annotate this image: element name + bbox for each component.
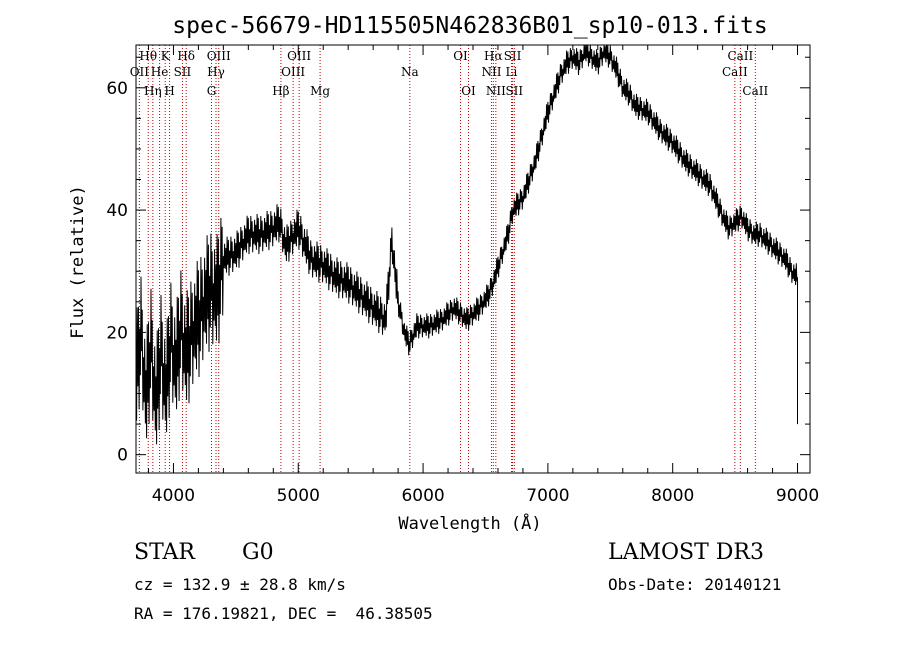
line-label: CaII xyxy=(722,65,748,79)
line-label: K xyxy=(161,49,171,63)
line-label: OIII xyxy=(287,49,311,63)
line-label: Hδ xyxy=(177,49,195,63)
line-label: NII xyxy=(486,84,506,98)
y-tick-label: 40 xyxy=(106,201,128,221)
x-tick-label: 9000 xyxy=(776,486,819,506)
chart-title: spec-56679-HD115505N462836B01_sp10-013.f… xyxy=(172,13,767,39)
line-label: G xyxy=(207,84,217,98)
x-tick-label: 4000 xyxy=(152,486,195,506)
line-label: He xyxy=(151,65,169,79)
y-tick-label: 0 xyxy=(117,446,128,466)
x-axis-label: Wavelength (Å) xyxy=(398,512,541,534)
obs-date: Obs-Date: 20140121 xyxy=(608,575,782,594)
x-tick-label: 6000 xyxy=(401,486,444,506)
line-label: SII xyxy=(505,84,523,98)
line-label: CaII xyxy=(727,49,753,63)
survey-name: LAMOST DR3 xyxy=(608,540,764,565)
line-label: SII xyxy=(504,49,522,63)
line-label: Hγ xyxy=(207,65,225,79)
line-label: NII xyxy=(481,65,501,79)
flux-series-line xyxy=(135,44,798,445)
y-tick-label: 60 xyxy=(106,79,128,99)
line-label: OIII xyxy=(207,49,231,63)
line-label: Hα xyxy=(484,49,503,63)
axis-ticks: 4000 5000 6000 7000 8000 9000 0 20 40 60 xyxy=(106,45,819,506)
redshift-text: cz = 132.9 ± 28.8 km/s xyxy=(134,575,346,594)
x-tick-label: 8000 xyxy=(651,486,694,506)
line-label: Li xyxy=(506,65,518,79)
line-label: Na xyxy=(401,65,419,79)
line-label: OII xyxy=(130,65,150,79)
line-label: Hη xyxy=(144,84,162,98)
object-subclass: G0 xyxy=(242,540,274,565)
series-layer xyxy=(135,44,798,445)
line-label: SII xyxy=(174,65,192,79)
line-label: CaII xyxy=(742,84,768,98)
y-tick-label: 20 xyxy=(106,323,128,343)
y-axis-label: Flux (relative) xyxy=(68,185,88,339)
spectral-line-markers: HθOIIHηHeKHSIIHδHγGOIIIHβOIIIOIIIMgNaOIO… xyxy=(130,45,768,473)
line-label: Hβ xyxy=(272,84,289,98)
line-label: Mg xyxy=(310,84,330,98)
line-label: Hθ xyxy=(139,49,157,63)
line-label: OIII xyxy=(281,65,305,79)
x-tick-label: 7000 xyxy=(526,486,569,506)
x-tick-label: 5000 xyxy=(277,486,320,506)
coordinates-text: RA = 176.19821, DEC = 46.38505 xyxy=(134,604,433,623)
line-label: OI xyxy=(461,84,476,98)
object-class: STAR xyxy=(134,540,195,565)
line-label: OI xyxy=(453,49,468,63)
line-label: H xyxy=(164,84,174,98)
